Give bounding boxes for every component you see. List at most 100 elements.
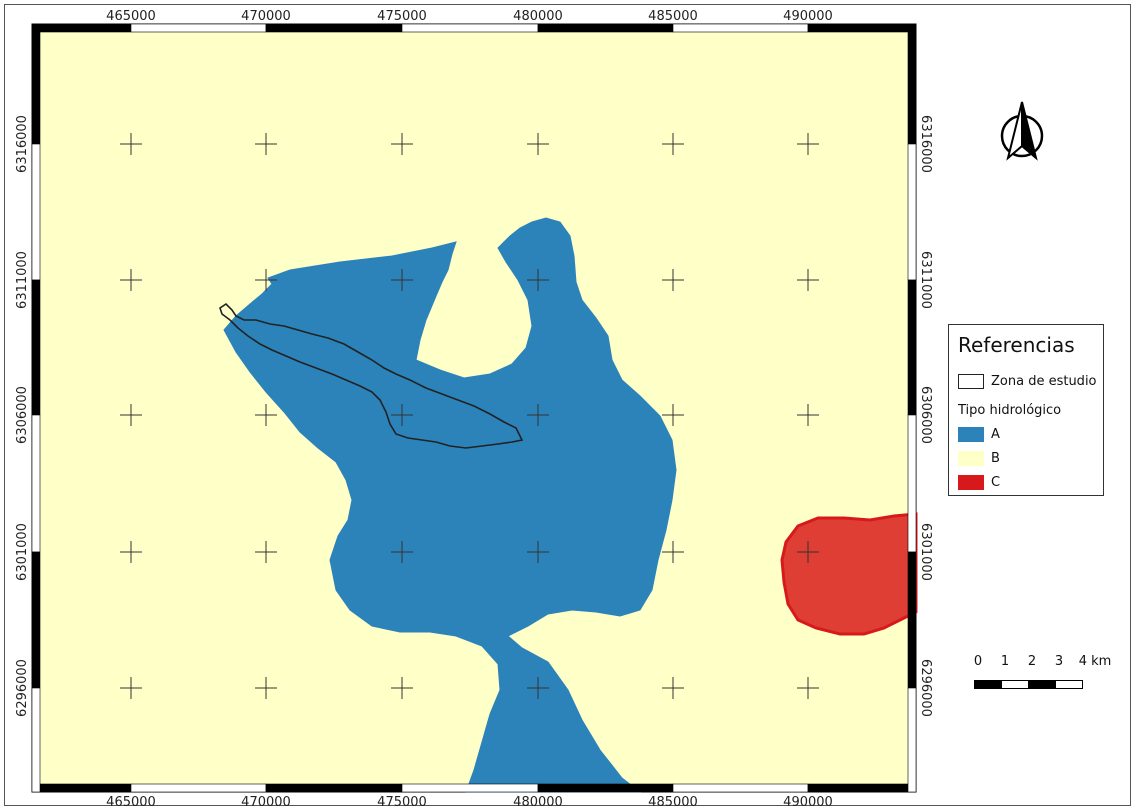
scale-segment — [1055, 680, 1083, 689]
study-zone-outline — [219, 302, 524, 449]
grid-crosshair — [120, 541, 142, 563]
swatch-c — [958, 474, 984, 490]
coordinate-label: 6296000 — [918, 659, 933, 717]
coordinate-label: 6311000 — [918, 251, 933, 309]
grid-crosshair — [120, 404, 142, 426]
border-segment — [130, 783, 267, 793]
grid-crosshair — [662, 677, 684, 699]
grid-crosshair — [797, 269, 819, 291]
grid-crosshair — [527, 541, 549, 563]
page-frame — [4, 4, 1131, 806]
scale-label: 2 — [1027, 654, 1037, 669]
scale-label: 1 — [1000, 654, 1010, 669]
grid-crosshairs — [120, 133, 819, 699]
grid-crosshair — [527, 404, 549, 426]
border-segment — [265, 23, 403, 33]
border-segment — [672, 23, 809, 33]
grid-crosshair — [391, 677, 413, 699]
coordinate-label: 480000 — [513, 9, 563, 24]
coordinate-label: 465000 — [106, 795, 156, 810]
border-segment — [807, 783, 917, 793]
border-segment — [31, 687, 41, 793]
border-segment — [31, 414, 41, 553]
scale-label: 3 — [1054, 654, 1064, 669]
border-segment — [807, 23, 917, 33]
border-segment — [401, 23, 539, 33]
coordinate-label: 475000 — [377, 795, 427, 810]
border-segment — [130, 23, 267, 33]
coordinate-label: 6301000 — [918, 523, 933, 581]
coordinate-label: 475000 — [377, 9, 427, 24]
legend-item-a: A — [958, 425, 1000, 443]
border-segment — [907, 687, 917, 793]
border-segment — [265, 783, 403, 793]
scale-label: 0 — [973, 654, 983, 669]
legend-item-label: A — [991, 426, 1000, 442]
border-segment — [31, 23, 132, 33]
coordinate-label: 6306000 — [15, 386, 30, 444]
border-segment — [672, 783, 809, 793]
grid-crosshair — [391, 269, 413, 291]
coordinate-label: 485000 — [648, 795, 698, 810]
border-segment — [907, 551, 917, 689]
scale-bar: 0 1 2 3 4 km — [970, 654, 1112, 694]
border-segment — [537, 23, 674, 33]
grid-crosshair — [797, 541, 819, 563]
grid-crosshair — [527, 677, 549, 699]
study-zone-swatch — [958, 373, 984, 389]
legend: Referencias Zona de estudio Tipo hidroló… — [948, 324, 1104, 496]
coordinate-label: 6316000 — [918, 115, 933, 173]
coordinate-label: 490000 — [783, 9, 833, 24]
coordinate-label: 470000 — [241, 795, 291, 810]
border-segment — [537, 783, 674, 793]
grid-crosshair — [662, 133, 684, 155]
coordinate-label: 465000 — [106, 9, 156, 24]
border-segment — [31, 143, 41, 281]
swatch-a — [958, 426, 984, 442]
grid-crosshair — [255, 541, 277, 563]
coordinate-label: 6306000 — [918, 386, 933, 444]
grid-crosshair — [391, 541, 413, 563]
scale-label: 4 km — [1078, 654, 1112, 669]
border-segment — [401, 783, 539, 793]
grid-crosshair — [662, 404, 684, 426]
grid-crosshair — [255, 269, 277, 291]
grid-crosshair — [120, 133, 142, 155]
grid-crosshair — [662, 541, 684, 563]
scale-segment — [1001, 680, 1029, 689]
grid-crosshair — [797, 404, 819, 426]
coordinate-label: 480000 — [513, 795, 563, 810]
grid-crosshair — [255, 133, 277, 155]
border-segment — [31, 23, 41, 145]
grid-crosshair — [255, 404, 277, 426]
border-segment — [31, 551, 41, 689]
north-arrow-icon — [1000, 101, 1044, 161]
type-a-region — [223, 217, 677, 793]
grid-crosshair — [662, 269, 684, 291]
border-segment — [907, 23, 917, 145]
type-c-region — [780, 512, 918, 636]
legend-group-title: Tipo hidrológico — [958, 403, 1062, 418]
legend-item-c: C — [958, 473, 1000, 491]
graduated-border — [31, 23, 917, 793]
grid-crosshair — [120, 677, 142, 699]
legend-study-zone-label: Zona de estudio — [991, 373, 1097, 389]
coordinate-label: 490000 — [783, 795, 833, 810]
border-segment — [31, 783, 132, 793]
legend-item-study-zone: Zona de estudio — [958, 372, 1097, 390]
legend-item-b: B — [958, 449, 1000, 467]
coordinate-label: 470000 — [241, 9, 291, 24]
coordinate-label: 6296000 — [15, 659, 30, 717]
grid-crosshair — [527, 269, 549, 291]
grid-crosshair — [797, 677, 819, 699]
border-segment — [907, 279, 917, 416]
coordinate-label: 6311000 — [15, 251, 30, 309]
legend-item-label: B — [991, 450, 1000, 466]
coordinate-label: 6316000 — [15, 115, 30, 173]
grid-crosshair — [797, 133, 819, 155]
legend-title: Referencias — [958, 333, 1075, 357]
grid-crosshair — [391, 133, 413, 155]
scale-segment — [1028, 680, 1056, 689]
